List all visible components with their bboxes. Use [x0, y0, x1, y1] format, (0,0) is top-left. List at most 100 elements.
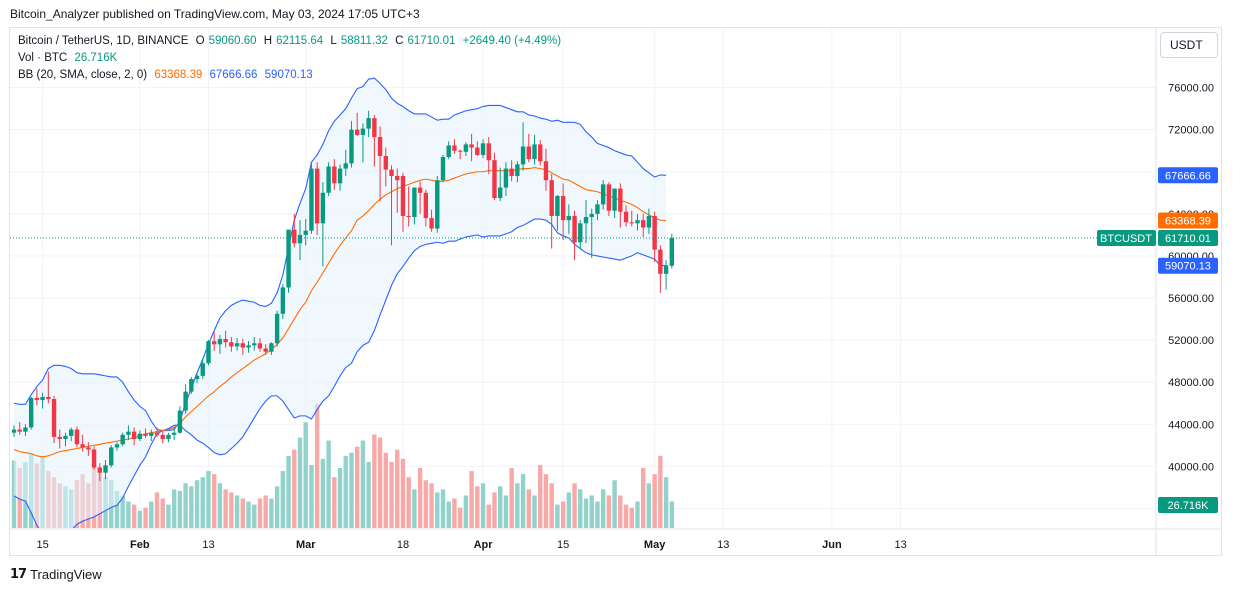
volume-bar: [166, 504, 171, 528]
volume-bar: [314, 404, 320, 528]
candle-body: [309, 168, 314, 231]
candle-body: [463, 144, 469, 152]
volume-bar: [406, 477, 411, 528]
candle-body: [137, 433, 143, 440]
volume-bar: [229, 492, 234, 528]
volume-bar: [240, 498, 245, 528]
candle-body: [314, 168, 320, 224]
candle-body: [320, 192, 326, 224]
volume-bar: [480, 483, 486, 528]
x-tick-label: Apr: [474, 539, 494, 551]
bb-label: BB (20, SMA, close, 2, 0): [18, 69, 148, 81]
candle-body: [435, 180, 440, 229]
candle-body: [86, 447, 91, 450]
candle-body: [171, 432, 177, 435]
tradingview-logo[interactable]: 𝟭𝟳 TradingView: [10, 566, 102, 582]
tradingview-logo-text: TradingView: [30, 566, 102, 582]
volume-bar: [131, 504, 137, 528]
legend-volume: Vol · BTC 26.716K: [18, 52, 121, 64]
volume-bar: [486, 504, 491, 528]
candle-body: [417, 187, 423, 193]
candle-body: [538, 144, 543, 162]
candle-body: [57, 436, 62, 440]
volume-bar: [623, 504, 629, 528]
volume-bar: [538, 464, 543, 528]
bb-basis-value: 63368.39: [154, 69, 203, 81]
volume-bar: [194, 480, 200, 528]
candle-body: [69, 429, 74, 436]
candle-body: [28, 397, 34, 428]
volume-badge: 26.716K: [1168, 500, 1210, 512]
candle-body: [212, 341, 217, 345]
candle-body: [177, 410, 183, 433]
volume-bar: [446, 501, 451, 528]
x-tick-label: Jun: [822, 539, 842, 551]
candle-body: [503, 168, 509, 188]
volume-bar: [223, 489, 228, 528]
candle-body: [240, 343, 245, 348]
volume-bar: [383, 452, 388, 528]
candle-body: [372, 118, 377, 138]
symbol-label: Bitcoin / TetherUS, 1D, BINANCE: [18, 35, 189, 47]
candle-body: [160, 434, 165, 440]
candle-body: [292, 229, 297, 244]
volume-bar: [217, 483, 223, 528]
volume-bar: [515, 483, 520, 528]
volume-bar: [635, 501, 640, 528]
candle-body: [520, 146, 526, 165]
volume-bar: [646, 483, 652, 528]
open-label: O: [195, 35, 205, 47]
candle-body: [360, 128, 366, 135]
candle-body: [555, 195, 560, 216]
volume-badge-bg: [1158, 497, 1218, 513]
volume-bar: [395, 449, 400, 528]
volume-bar: [200, 477, 205, 528]
volume-bar: [206, 471, 211, 528]
volume-bar: [457, 507, 463, 528]
candle-body: [206, 341, 211, 364]
y-tick-label: 72000.00: [1168, 125, 1214, 137]
last-price-tag: 61710.01: [1165, 233, 1211, 245]
tradingview-logo-icon: 𝟭𝟳: [10, 566, 27, 581]
volume-bar: [520, 474, 526, 528]
candle-body: [457, 150, 463, 152]
candle-body: [606, 184, 612, 211]
time-axis: 15 Feb 13 Mar 18 Apr 15 May 13 Jun 13: [10, 528, 1222, 551]
candle-body: [23, 427, 28, 432]
volume-bar: [171, 489, 177, 528]
legend-ohlc: Bitcoin / TetherUS, 1D, BINANCE O 59060.6…: [18, 35, 565, 47]
volume-bar: [452, 498, 457, 528]
y-tick-label: 40000.00: [1168, 461, 1214, 473]
currency-button[interactable]: USDT: [1160, 32, 1218, 58]
volume-bar: [658, 455, 663, 528]
candle-body: [40, 396, 45, 401]
y-tick-label: 48000.00: [1168, 377, 1214, 389]
bb-basis-tag-bg: [1158, 212, 1218, 229]
volume-bar: [669, 501, 674, 528]
candle-body: [623, 211, 629, 223]
close-label: C: [395, 35, 404, 47]
last-price-tag-bg: [1158, 229, 1218, 246]
candle-body: [469, 144, 474, 148]
candle-body: [440, 157, 446, 181]
volume-bar: [303, 422, 308, 528]
candle-body: [349, 129, 354, 164]
volume-bar: [377, 437, 383, 528]
volume-bar: [641, 468, 646, 528]
volume-bar: [309, 464, 314, 528]
candle-body: [343, 163, 348, 169]
volume-bar: [589, 495, 594, 528]
volume-bar: [126, 501, 131, 528]
candle-body: [383, 155, 388, 170]
candle-body: [532, 144, 537, 160]
candle-body: [583, 217, 589, 224]
volume-bar: [492, 492, 497, 528]
volume-bar: [154, 492, 160, 528]
candle-body: [600, 184, 606, 205]
volume-bar: [423, 480, 429, 528]
candle-body: [143, 433, 148, 436]
candle-body: [389, 169, 394, 176]
candle-body: [120, 434, 125, 445]
volume-bar: [177, 490, 183, 528]
